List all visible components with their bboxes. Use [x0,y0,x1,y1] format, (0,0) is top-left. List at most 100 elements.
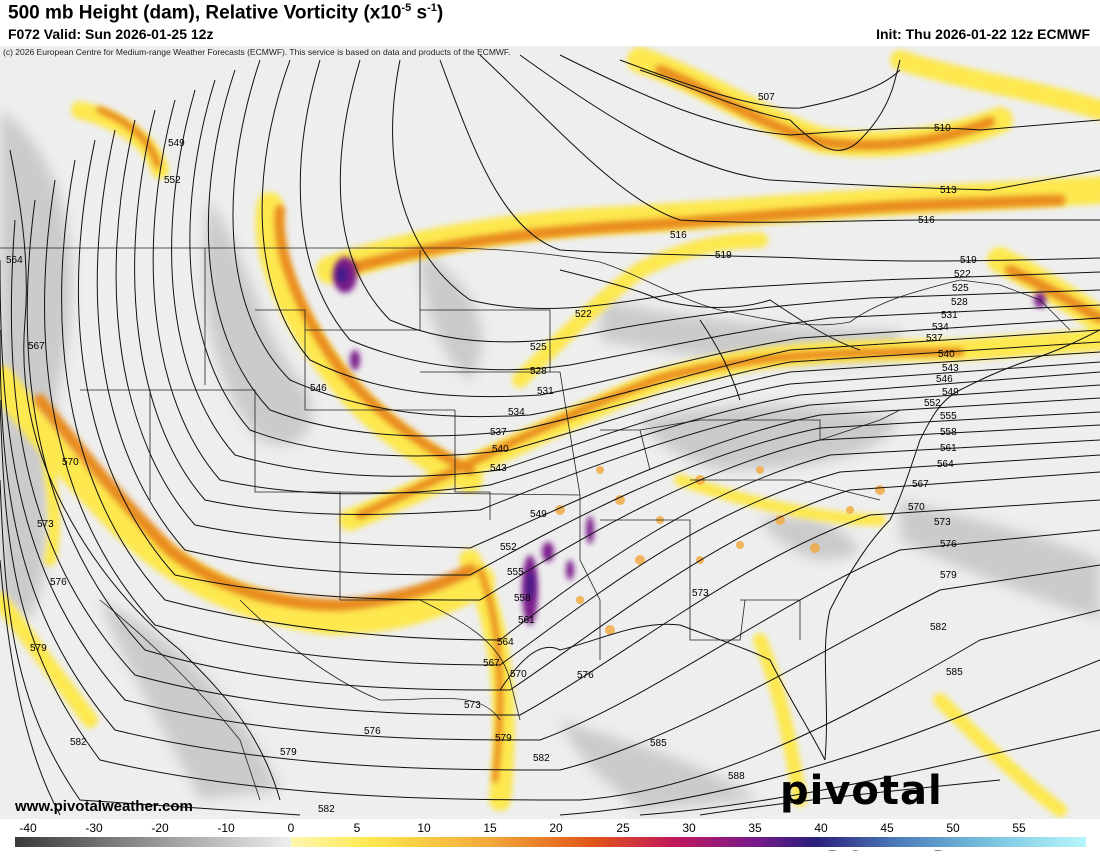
contour-label-555: 555 [507,567,524,578]
contour-label-579-west: 579 [30,643,47,654]
contour-label-573-west: 573 [37,519,54,530]
contour-label-507: 507 [758,92,775,103]
colorbar-tick: 45 [880,821,894,835]
colorbar-tick: -40 [19,821,37,835]
contour-label-513: 513 [940,185,957,196]
contour-label-543-east: 543 [942,363,959,374]
contour-label-546-east: 546 [936,374,953,385]
contour-label-528-east: 528 [951,297,968,308]
contour-label-564-east: 564 [937,459,954,470]
coastlines [9,59,1100,801]
contour-label-576-west: 576 [50,577,67,588]
contour-label-528: 528 [530,366,547,377]
contour-label-561: 561 [518,615,535,626]
contour-label-570-west: 570 [62,457,79,468]
colorbar-tick: 35 [748,821,762,835]
colorbar-tick: 55 [1012,821,1026,835]
colorbar-tick: -20 [151,821,169,835]
contour-label-510: 510 [934,123,951,134]
forecast-map: 507 510 513 516 519 522 525 528 531 534 … [0,46,1100,819]
negative-vorticity-shading [0,110,1100,810]
contour-label-564: 564 [497,637,514,648]
colorbar-tick: 15 [483,821,497,835]
contour-label-516-mid: 516 [670,230,687,241]
contour-label-516: 516 [918,215,935,226]
contour-labels: 507 510 513 516 519 522 525 528 531 534 … [6,92,977,815]
colorbar-tick: 20 [549,821,563,835]
vorticity-max-core [337,267,533,599]
colorbar-tick: -10 [217,821,235,835]
contour-label-525-east: 525 [952,283,969,294]
map-title: 500 mb Height (dam), Relative Vorticity … [8,2,444,24]
contour-label-546: 546 [310,383,327,394]
contour-label-570-east: 570 [908,502,925,513]
copyright-notice: (c) 2026 European Centre for Medium-rang… [3,47,511,57]
contour-label-585-east: 585 [946,667,963,678]
colorbar-negative [15,837,291,847]
contour-label-531-east: 531 [941,310,958,321]
colorbar-tick: 50 [946,821,960,835]
contour-label-567-west: 567 [28,341,45,352]
contour-label-573: 573 [464,700,481,711]
contour-label-540: 540 [492,444,509,455]
map-canvas: 507 510 513 516 519 522 525 528 531 534 … [0,46,1100,819]
colorbar-positive [291,837,1086,847]
contour-label-564-west: 564 [6,255,23,266]
political-borders [0,247,1071,801]
contour-label-531: 531 [537,386,554,397]
contour-label-540-east: 540 [938,349,955,360]
height-contours [0,54,1100,816]
site-url: www.pivotalweather.com [15,798,193,815]
colorbar-tick: 30 [682,821,696,835]
colorbar-tick: 10 [417,821,431,835]
contour-label-582: 582 [533,753,550,764]
contour-label-588: 588 [728,771,745,782]
contour-label-549: 549 [530,509,547,520]
contour-label-579-south: 579 [280,747,297,758]
contour-label-567-east: 567 [912,479,929,490]
contour-label-573-east: 573 [934,517,951,528]
contour-label-555-east: 555 [940,411,957,422]
contour-label-558-east: 558 [940,427,957,438]
contour-label-573-se: 573 [692,588,709,599]
colorbar-tick: 25 [616,821,630,835]
contour-label-579: 579 [495,733,512,744]
contour-label-537-east: 537 [926,333,943,344]
colorbar-tick: 40 [814,821,828,835]
contour-label-537: 537 [490,427,507,438]
contour-label-552: 552 [500,542,517,553]
contour-label-570: 570 [510,669,527,680]
contour-label-519: 519 [715,250,732,261]
contour-label-576-east: 576 [940,539,957,550]
contour-label-582-south: 582 [318,804,335,815]
vorticity-speckles [555,466,885,635]
colorbar: -40 -30 -20 -10 0 5 10 15 20 25 30 35 40… [0,819,1100,850]
colorbar-tick: 0 [288,821,295,835]
contour-label-525: 525 [530,342,547,353]
colorbar-ticks: -40 -30 -20 -10 0 5 10 15 20 25 30 35 40… [19,821,1026,835]
contour-label-582-east: 582 [930,622,947,633]
contour-label-552-east: 552 [924,398,941,409]
contour-label-534-east: 534 [932,322,949,333]
contour-label-534: 534 [508,407,525,418]
contour-label-549-east: 549 [942,387,959,398]
contour-label-519-east: 519 [960,255,977,266]
header: 500 mb Height (dam), Relative Vorticity … [0,0,1100,46]
contour-label-549-west: 549 [168,138,185,149]
colorbar-svg: -40 -30 -20 -10 0 5 10 15 20 25 30 35 40… [15,821,1086,847]
contour-label-552-west: 552 [164,175,181,186]
contour-label-582-west: 582 [70,737,87,748]
contour-label-576: 576 [577,670,594,681]
colorbar-tick: -30 [85,821,103,835]
contour-label-579-east: 579 [940,570,957,581]
contour-label-543: 543 [490,463,507,474]
colorbar-tick: 5 [354,821,361,835]
contour-label-522: 522 [575,309,592,320]
init-time: Init: Thu 2026-01-22 12z ECMWF [876,26,1090,42]
contour-label-522-east: 522 [954,269,971,280]
contour-label-567: 567 [483,658,500,669]
contour-label-558: 558 [514,593,531,604]
contour-label-561-east: 561 [940,443,957,454]
contour-label-585: 585 [650,738,667,749]
valid-time: F072 Valid: Sun 2026-01-25 12z [8,26,214,42]
